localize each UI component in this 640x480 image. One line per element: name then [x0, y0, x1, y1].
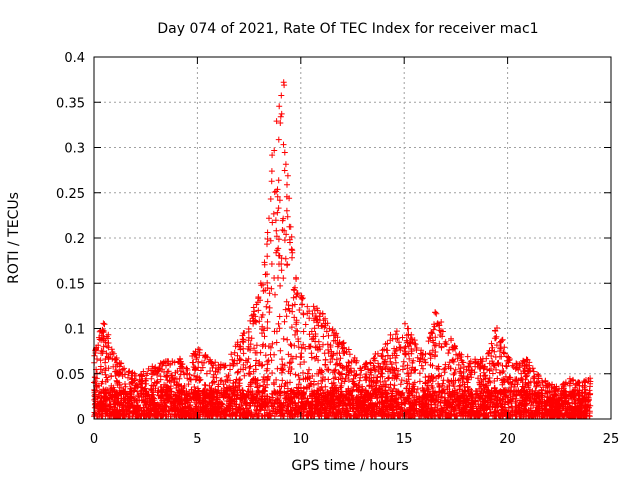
y-tick-label: 0.4 — [64, 51, 85, 66]
x-tick-label: 20 — [499, 432, 516, 447]
y-tick-label: 0.05 — [56, 368, 85, 383]
x-tick-label: 10 — [293, 432, 310, 447]
y-tick-label: 0.25 — [56, 187, 85, 202]
y-tick-label: 0 — [77, 413, 85, 428]
x-tick-label: 5 — [193, 432, 201, 447]
y-tick-label: 0.15 — [56, 277, 85, 292]
roti-scatter-points — [91, 79, 594, 420]
chart-title: Day 074 of 2021, Rate Of TEC Index for r… — [157, 21, 538, 37]
y-tick-label: 0.3 — [64, 142, 85, 157]
x-axis-label: GPS time / hours — [291, 458, 408, 474]
axis-ticks: 0 0.05 0.1 0.15 0.2 0.25 0.3 0.35 0.4 0 5 10 15 20 25 — [56, 51, 619, 447]
x-tick-label: 15 — [396, 432, 413, 447]
x-tick-label: 0 — [90, 432, 98, 447]
y-axis-label: ROTI / TECUs — [6, 192, 22, 284]
y-tick-label: 0.1 — [64, 323, 85, 338]
y-tick-label: 0.35 — [56, 96, 85, 111]
y-tick-label: 0.2 — [64, 232, 85, 247]
data-points — [91, 79, 594, 420]
x-tick-label: 25 — [603, 432, 620, 447]
